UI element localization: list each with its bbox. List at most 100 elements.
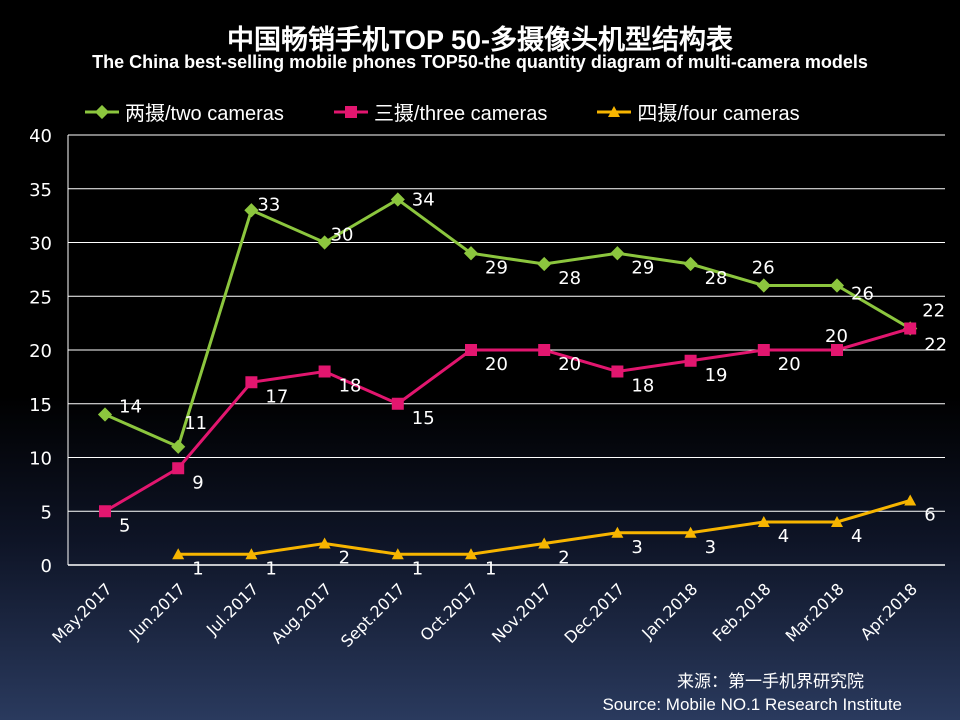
data-label: 18 <box>631 376 654 397</box>
data-point <box>99 505 111 518</box>
data-label: 20 <box>825 326 848 347</box>
y-tick-label: 40 <box>29 126 52 147</box>
chart-subtitle: The China best-selling mobile phones TOP… <box>92 52 868 72</box>
y-tick-label: 10 <box>29 449 52 470</box>
data-point <box>97 407 113 422</box>
data-label: 2 <box>339 548 350 569</box>
data-label: 29 <box>631 257 654 278</box>
data-label: 26 <box>851 284 874 305</box>
legend-item-two: 两摄/two cameras <box>85 97 284 126</box>
y-tick-label: 0 <box>41 556 52 577</box>
legend-marker-four-icon <box>597 105 632 117</box>
data-point <box>610 246 625 261</box>
data-point <box>904 322 917 335</box>
y-tick-label: 35 <box>29 180 52 201</box>
x-tick-label: Apr.2018 <box>857 579 921 643</box>
data-label: 6 <box>924 505 935 526</box>
data-point <box>318 365 331 378</box>
x-tick-label: Dec.2017 <box>561 579 629 647</box>
data-label: 17 <box>265 386 288 407</box>
data-point <box>611 526 624 538</box>
data-point <box>465 548 477 560</box>
data-point <box>757 344 770 356</box>
data-label: 4 <box>851 526 862 547</box>
data-label: 30 <box>331 225 354 246</box>
data-point <box>756 278 771 293</box>
data-point <box>172 548 185 560</box>
data-label: 1 <box>412 558 423 579</box>
data-label: 3 <box>631 537 642 558</box>
x-tick-label: Jul.2017 <box>202 579 262 639</box>
data-label: 11 <box>184 413 207 434</box>
y-tick-label: 15 <box>29 395 52 416</box>
x-tick-label: Jan.2018 <box>637 579 701 643</box>
legend-label: 两摄/two cameras <box>125 103 284 125</box>
legend-item-four: 四摄/four cameras <box>597 97 800 126</box>
legend-label: 三摄/three cameras <box>373 103 548 125</box>
data-point <box>683 256 698 272</box>
x-tick-label: Oct.2017 <box>416 579 481 644</box>
data-point <box>391 548 404 560</box>
data-point <box>829 278 845 293</box>
data-label: 9 <box>192 472 203 493</box>
data-label: 14 <box>119 397 142 418</box>
data-point <box>684 526 697 538</box>
data-point <box>757 516 770 527</box>
chart-title: 中国畅销手机TOP 50-多摄像头机型结构表 <box>226 25 734 55</box>
data-label: 15 <box>412 408 435 429</box>
y-tick-label: 30 <box>29 234 52 255</box>
data-label: 22 <box>922 301 945 322</box>
data-label: 28 <box>705 268 728 289</box>
data-point <box>831 344 843 356</box>
series-line-0 <box>104 197 911 449</box>
source-cn: 来源：第一手机界研究院 <box>677 672 864 691</box>
data-point <box>904 494 917 506</box>
data-label: 1 <box>265 558 276 579</box>
data-point <box>611 365 624 378</box>
data-label: 1 <box>485 558 496 579</box>
data-point <box>244 203 259 218</box>
data-label: 26 <box>752 258 775 279</box>
y-tick-label: 5 <box>41 502 52 523</box>
data-point <box>463 246 479 261</box>
data-label: 20 <box>558 354 581 375</box>
data-label: 1 <box>192 558 203 579</box>
data-point <box>172 462 185 475</box>
data-point <box>537 256 552 272</box>
data-point <box>684 354 697 367</box>
data-label: 29 <box>485 257 508 278</box>
data-point <box>538 537 551 549</box>
x-tick-label: Nov.2017 <box>488 579 555 646</box>
data-label: 34 <box>412 190 435 211</box>
legend-marker-two-icon <box>85 104 119 119</box>
data-point <box>831 516 843 527</box>
data-label: 5 <box>119 515 130 536</box>
data-point <box>538 344 551 356</box>
data-label: 20 <box>485 354 508 375</box>
data-label: 4 <box>778 526 789 547</box>
x-tick-label: Mar.2018 <box>782 579 848 645</box>
legend-label: 四摄/four cameras <box>637 103 800 125</box>
y-tick-label: 20 <box>29 341 52 362</box>
data-point <box>245 376 258 389</box>
data-point <box>391 397 404 410</box>
data-point <box>465 344 477 356</box>
data-label: 2 <box>558 548 569 569</box>
x-tick-label: May.2017 <box>48 579 116 647</box>
data-label: 19 <box>705 365 728 386</box>
data-label: 33 <box>257 194 280 215</box>
data-label: 22 <box>924 335 947 356</box>
data-point <box>390 192 405 207</box>
x-tick-label: Jun.2017 <box>125 579 189 643</box>
legend-item-three: 三摄/three cameras <box>333 97 548 126</box>
y-tick-label: 25 <box>29 287 52 308</box>
data-label: 28 <box>558 268 581 289</box>
x-tick-label: Feb.2018 <box>709 579 775 645</box>
data-label: 20 <box>778 354 801 375</box>
data-point <box>171 439 186 454</box>
data-point <box>317 235 332 250</box>
data-label: 3 <box>705 537 716 558</box>
legend: 两摄/two cameras 三摄/three cameras 四摄/four … <box>85 97 800 126</box>
data-point <box>245 548 258 560</box>
